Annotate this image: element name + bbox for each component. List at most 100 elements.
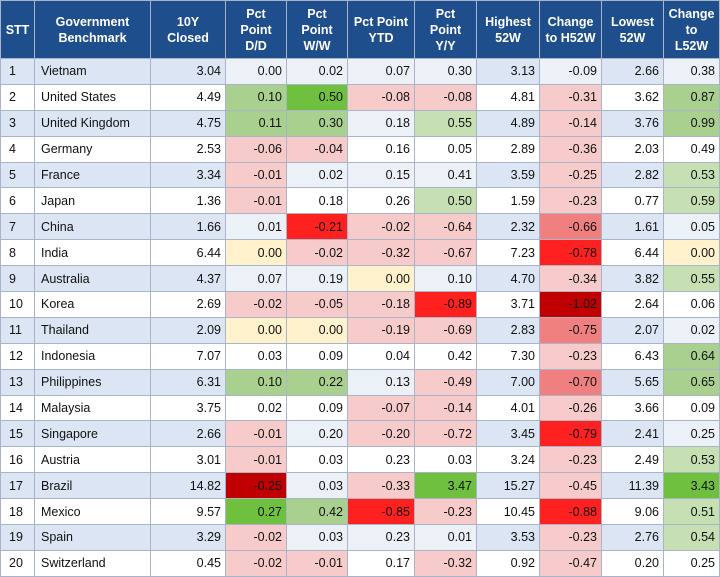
header-change-h52w: Change to H52W	[539, 0, 602, 59]
cell-benchmark: Australia	[34, 265, 151, 293]
cell-change-h52w: -0.66	[539, 213, 602, 241]
cell-ytd: 0.23	[347, 446, 415, 474]
cell-change-h52w: -0.23	[539, 187, 602, 215]
cell-yy: -0.49	[414, 368, 477, 396]
cell-change-l52w: 0.65	[663, 368, 720, 396]
cell-ww: 0.02	[286, 58, 348, 85]
cell-benchmark: Mexico	[34, 498, 151, 526]
cell-10y-closed: 4.75	[150, 109, 226, 137]
cell-change-l52w: 0.09	[663, 394, 720, 422]
cell-yy: 3.47	[414, 472, 477, 500]
header-yy: Pct Point Y/Y	[414, 0, 477, 59]
cell-change-h52w: -0.09	[539, 58, 602, 85]
cell-ytd: 0.00	[347, 265, 415, 293]
cell-stt: 15	[0, 420, 35, 448]
cell-benchmark: Korea	[34, 291, 151, 318]
cell-change-l52w: 0.49	[663, 135, 720, 163]
cell-stt: 5	[0, 161, 35, 189]
cell-highest-52w: 3.45	[476, 420, 540, 448]
cell-change-l52w: 0.99	[663, 109, 720, 137]
cell-highest-52w: 2.32	[476, 213, 540, 241]
cell-ww: 0.03	[286, 524, 348, 551]
cell-ww: 0.42	[286, 498, 348, 526]
cell-lowest-52w: 2.66	[601, 58, 664, 85]
table-row: 8 India 6.44 0.00 -0.02 -0.32 -0.67 7.23 -0.78 6.…	[0, 239, 720, 267]
cell-ytd: -0.32	[347, 239, 415, 267]
cell-ytd: 0.15	[347, 161, 415, 189]
cell-benchmark: United Kingdom	[34, 109, 151, 137]
cell-benchmark: Singapore	[34, 420, 151, 448]
cell-dd: 0.10	[225, 368, 287, 396]
cell-lowest-52w: 0.77	[601, 187, 664, 215]
cell-change-h52w: -0.78	[539, 239, 602, 267]
cell-lowest-52w: 2.03	[601, 135, 664, 163]
cell-ytd: 0.23	[347, 524, 415, 551]
table-row: 13 Philippines 6.31 0.10 0.22 0.13 -0.49 7.00 -0…	[0, 368, 720, 396]
table-row: 18 Mexico 9.57 0.27 0.42 -0.85 -0.23 10.45 -0.88…	[0, 498, 720, 526]
cell-dd: 0.00	[225, 239, 287, 267]
cell-highest-52w: 2.89	[476, 135, 540, 163]
cell-highest-52w: 3.13	[476, 58, 540, 85]
cell-stt: 18	[0, 498, 35, 526]
cell-lowest-52w: 2.76	[601, 524, 664, 551]
cell-ytd: -0.85	[347, 498, 415, 526]
cell-ww: -0.04	[286, 135, 348, 163]
cell-dd: -0.25	[225, 472, 287, 500]
cell-lowest-52w: 0.20	[601, 549, 664, 577]
cell-stt: 16	[0, 446, 35, 474]
cell-yy: 0.41	[414, 161, 477, 189]
cell-dd: -0.02	[225, 291, 287, 318]
table-row: 11 Thailand 2.09 0.00 0.00 -0.19 -0.69 2.83 -0.7…	[0, 316, 720, 344]
cell-stt: 1	[0, 58, 35, 85]
cell-lowest-52w: 6.44	[601, 239, 664, 267]
cell-yy: 0.05	[414, 135, 477, 163]
cell-ytd: 0.26	[347, 187, 415, 215]
cell-yy: -0.72	[414, 420, 477, 448]
cell-highest-52w: 3.71	[476, 291, 540, 318]
cell-yy: 0.50	[414, 187, 477, 215]
cell-highest-52w: 15.27	[476, 472, 540, 500]
cell-lowest-52w: 2.64	[601, 291, 664, 318]
table-row: 9 Australia 4.37 0.07 0.19 0.00 0.10 4.70 -0.34 3…	[0, 265, 720, 293]
cell-10y-closed: 2.53	[150, 135, 226, 163]
cell-ww: 0.09	[286, 394, 348, 422]
cell-stt: 20	[0, 549, 35, 577]
cell-dd: 0.11	[225, 109, 287, 137]
cell-dd: -0.02	[225, 549, 287, 577]
cell-lowest-52w: 5.65	[601, 368, 664, 396]
cell-benchmark: Philippines	[34, 368, 151, 396]
cell-yy: 0.03	[414, 446, 477, 474]
cell-10y-closed: 3.29	[150, 524, 226, 551]
header-ytd: Pct Point YTD	[347, 0, 415, 59]
cell-yy: -0.23	[414, 498, 477, 526]
cell-benchmark: Austria	[34, 446, 151, 474]
cell-change-l52w: 0.87	[663, 83, 720, 111]
header-stt: STT	[0, 0, 35, 59]
cell-benchmark: United States	[34, 83, 151, 111]
table-row: 12 Indonesia 7.07 0.03 0.09 0.04 0.42 7.30 -0.23…	[0, 342, 720, 370]
cell-ytd: -0.08	[347, 83, 415, 111]
table-row: 16 Austria 3.01 -0.01 0.03 0.23 0.03 3.24 -0.23 2…	[0, 446, 720, 474]
cell-change-h52w: -0.23	[539, 342, 602, 370]
cell-ww: 0.18	[286, 187, 348, 215]
cell-stt: 10	[0, 291, 35, 318]
cell-ww: -0.01	[286, 549, 348, 577]
cell-change-l52w: 0.02	[663, 316, 720, 344]
cell-ww: 0.50	[286, 83, 348, 111]
cell-dd: 0.27	[225, 498, 287, 526]
cell-ww: 0.03	[286, 446, 348, 474]
header-benchmark: Government Benchmark	[34, 0, 151, 59]
cell-lowest-52w: 6.43	[601, 342, 664, 370]
header-10y-closed: 10Y Closed	[150, 0, 226, 59]
cell-highest-52w: 7.23	[476, 239, 540, 267]
table-row: 3 United Kingdom 4.75 0.11 0.30 0.18 0.55 4.89-…	[0, 109, 720, 137]
header-lowest-52w: Lowest 52W	[601, 0, 664, 59]
cell-change-h52w: -0.23	[539, 446, 602, 474]
cell-yy: -0.64	[414, 213, 477, 241]
cell-ytd: 0.13	[347, 368, 415, 396]
cell-ytd: 0.17	[347, 549, 415, 577]
cell-ww: -0.21	[286, 213, 348, 241]
cell-benchmark: Germany	[34, 135, 151, 163]
header-change-l52w: Change to L52W	[663, 0, 720, 59]
header-dd: Pct Point D/D	[225, 0, 287, 59]
